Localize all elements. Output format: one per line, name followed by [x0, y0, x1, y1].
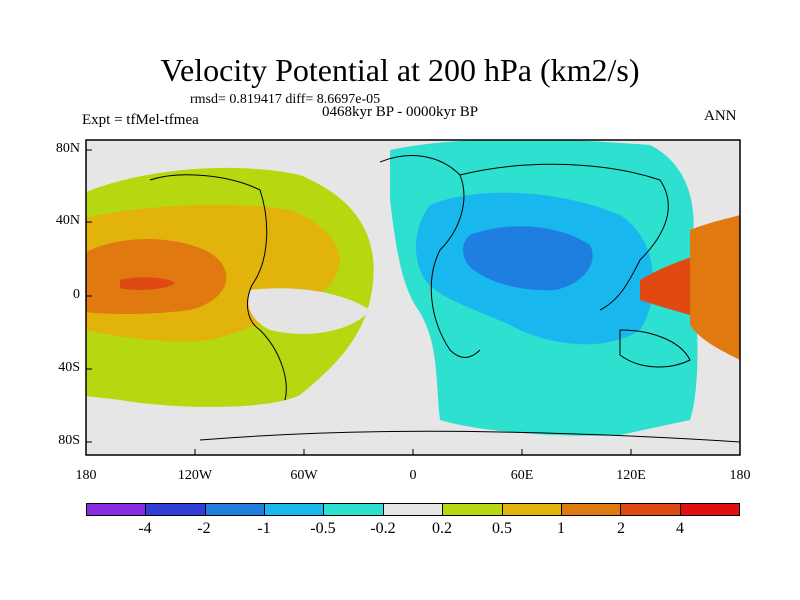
y-tick-marks: [86, 149, 92, 443]
y-tick-label: 80S: [58, 433, 80, 448]
colorbar-swatch: [265, 504, 325, 515]
colorbar-label: -4: [138, 520, 152, 537]
colorbar-label: -2: [197, 520, 211, 537]
colorbar-swatch: [621, 504, 681, 515]
x-tick-label: 60E: [510, 468, 534, 483]
x-tick-label: 180: [729, 468, 751, 483]
colorbar-label: 4: [676, 520, 684, 537]
colorbar-label: -1: [257, 520, 271, 537]
map-title: Velocity Potential at 200 hPa (km2/s): [160, 52, 640, 88]
x-tick-label: 60W: [290, 468, 318, 483]
colorbar-swatch: [443, 504, 503, 515]
colorbar-label: -0.2: [370, 520, 396, 537]
colorbar-swatch: [383, 504, 444, 515]
stats-text: rmsd= 0.819417 diff= 8.6697e-05: [190, 92, 381, 107]
contour-fills: [86, 140, 740, 436]
colorbar-label: 0.5: [492, 520, 512, 537]
colorbar-label: 0.2: [432, 520, 452, 537]
season-label: ANN: [704, 108, 737, 124]
y-tick-label: 40N: [55, 213, 80, 228]
x-tick-label: 120E: [616, 468, 646, 483]
colorbar-swatch: [324, 504, 384, 515]
colorbar-swatch: [680, 504, 739, 515]
experiment-label: Expt = tfMel-tfmea: [82, 112, 199, 128]
colorbar-swatch: [205, 504, 266, 515]
y-tick-label: 40S: [58, 360, 80, 375]
colorbar-swatch: [502, 504, 562, 515]
colorbar: [86, 503, 740, 516]
colorbar-swatch: [561, 504, 622, 515]
x-tick-label: 120W: [177, 468, 213, 483]
colorbar-label: 2: [617, 520, 625, 537]
x-tick-label: 180: [75, 468, 97, 483]
y-tick-label: 80N: [55, 141, 80, 156]
x-tick-marks: [85, 449, 741, 455]
x-tick-label: 0: [409, 468, 417, 483]
colorbar-swatch: [146, 504, 206, 515]
colorbar-swatch: [87, 504, 147, 515]
coastlines: [149, 155, 741, 443]
colorbar-label: 1: [557, 520, 565, 537]
period-label: 0468kyr BP - 0000kyr BP: [322, 104, 479, 120]
colorbar-label: -0.5: [310, 520, 336, 537]
y-tick-label: 0: [73, 287, 80, 302]
